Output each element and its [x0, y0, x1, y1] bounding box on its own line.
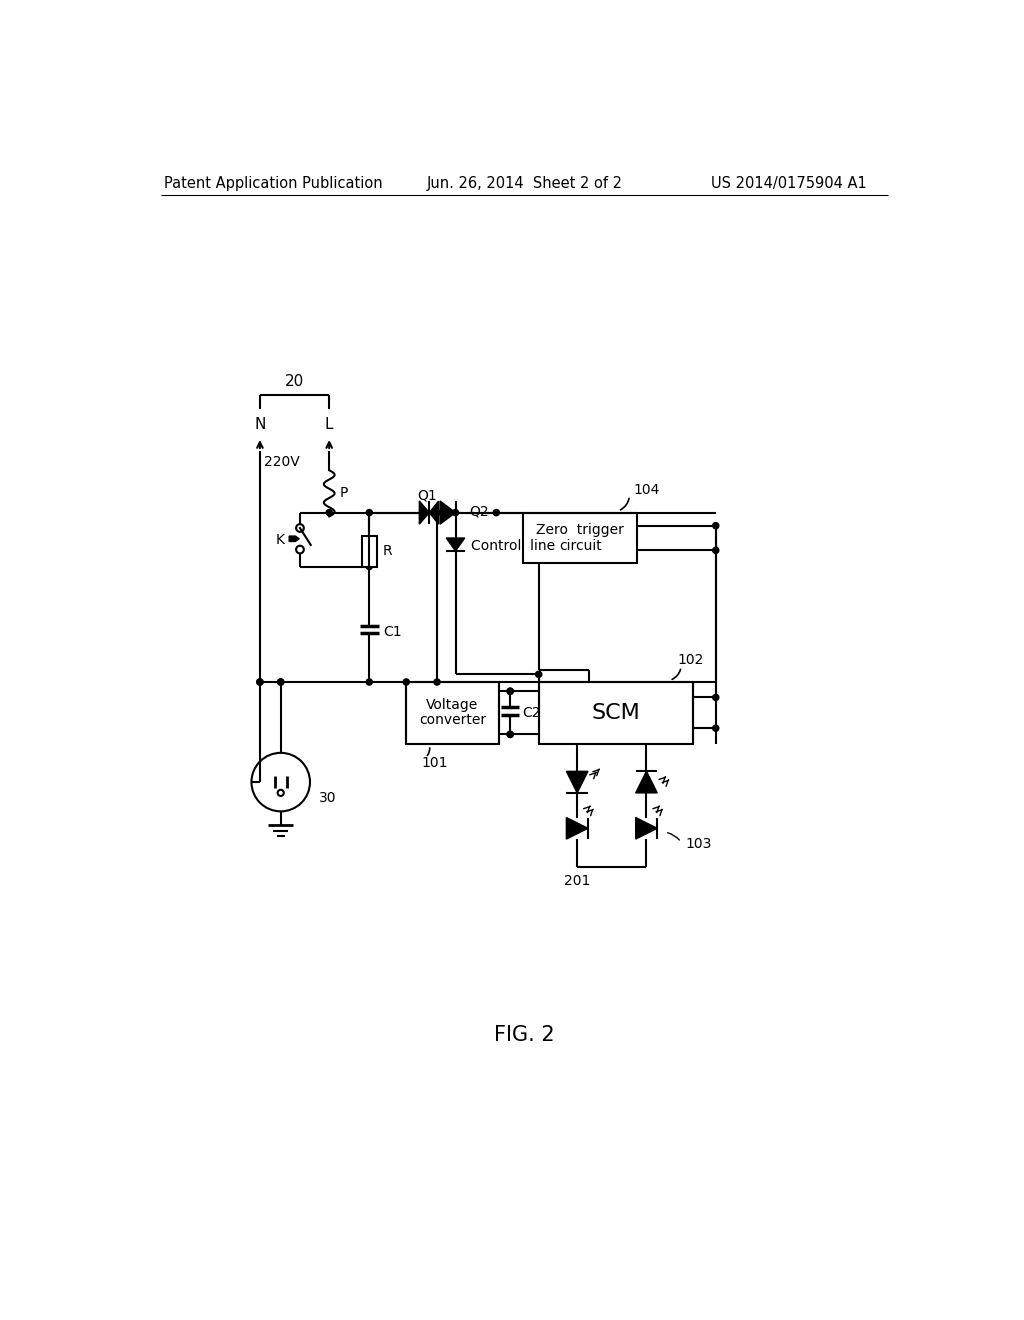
Text: 20: 20 — [285, 374, 304, 389]
Circle shape — [713, 523, 719, 529]
Text: C1: C1 — [383, 624, 401, 639]
Circle shape — [434, 510, 440, 516]
Circle shape — [257, 678, 263, 685]
Circle shape — [326, 510, 333, 516]
Circle shape — [507, 731, 513, 738]
Circle shape — [536, 671, 542, 677]
Circle shape — [713, 694, 719, 701]
Text: K: K — [275, 532, 285, 546]
Text: SCM: SCM — [591, 702, 640, 723]
Text: FIG. 2: FIG. 2 — [495, 1024, 555, 1044]
Text: 104: 104 — [634, 483, 659, 496]
Circle shape — [367, 678, 373, 685]
Circle shape — [507, 731, 513, 738]
Circle shape — [713, 725, 719, 731]
Circle shape — [367, 564, 373, 570]
Text: Jun. 26, 2014  Sheet 2 of 2: Jun. 26, 2014 Sheet 2 of 2 — [427, 176, 623, 190]
Circle shape — [367, 510, 373, 516]
Circle shape — [494, 510, 500, 516]
Text: R: R — [383, 544, 393, 558]
Polygon shape — [566, 817, 588, 840]
Circle shape — [507, 688, 513, 694]
Text: L: L — [325, 417, 334, 432]
Text: Control  line: Control line — [471, 539, 555, 553]
Text: circuit: circuit — [559, 539, 602, 553]
Text: P: P — [340, 486, 348, 500]
Text: Zero  trigger: Zero trigger — [537, 523, 625, 537]
Circle shape — [403, 678, 410, 685]
Polygon shape — [636, 771, 657, 793]
Polygon shape — [566, 771, 588, 793]
Polygon shape — [446, 539, 465, 550]
Circle shape — [507, 688, 513, 694]
Circle shape — [434, 678, 440, 685]
Polygon shape — [440, 502, 456, 524]
Text: US 2014/0175904 A1: US 2014/0175904 A1 — [711, 176, 866, 190]
FancyArrow shape — [289, 536, 299, 541]
Text: 201: 201 — [564, 874, 591, 887]
Polygon shape — [429, 502, 438, 524]
Text: Q2: Q2 — [469, 504, 489, 517]
Circle shape — [713, 548, 719, 553]
Circle shape — [278, 678, 284, 685]
Text: converter: converter — [419, 714, 486, 727]
Text: 102: 102 — [677, 653, 703, 668]
Text: C2: C2 — [522, 706, 541, 719]
Text: N: N — [254, 417, 265, 432]
Text: Patent Application Publication: Patent Application Publication — [164, 176, 382, 190]
Circle shape — [257, 678, 263, 685]
Text: 30: 30 — [319, 791, 337, 804]
Text: 103: 103 — [685, 837, 712, 850]
Bar — [407, 682, 499, 743]
Bar — [539, 682, 692, 743]
Circle shape — [453, 510, 459, 516]
Polygon shape — [419, 502, 429, 524]
Circle shape — [278, 678, 284, 685]
Text: Q1: Q1 — [417, 488, 437, 503]
Text: Voltage: Voltage — [426, 698, 478, 711]
Polygon shape — [636, 817, 657, 840]
Text: 101: 101 — [422, 756, 449, 770]
Text: 220V: 220V — [264, 455, 299, 469]
Bar — [523, 512, 637, 562]
Bar — [361, 536, 377, 566]
